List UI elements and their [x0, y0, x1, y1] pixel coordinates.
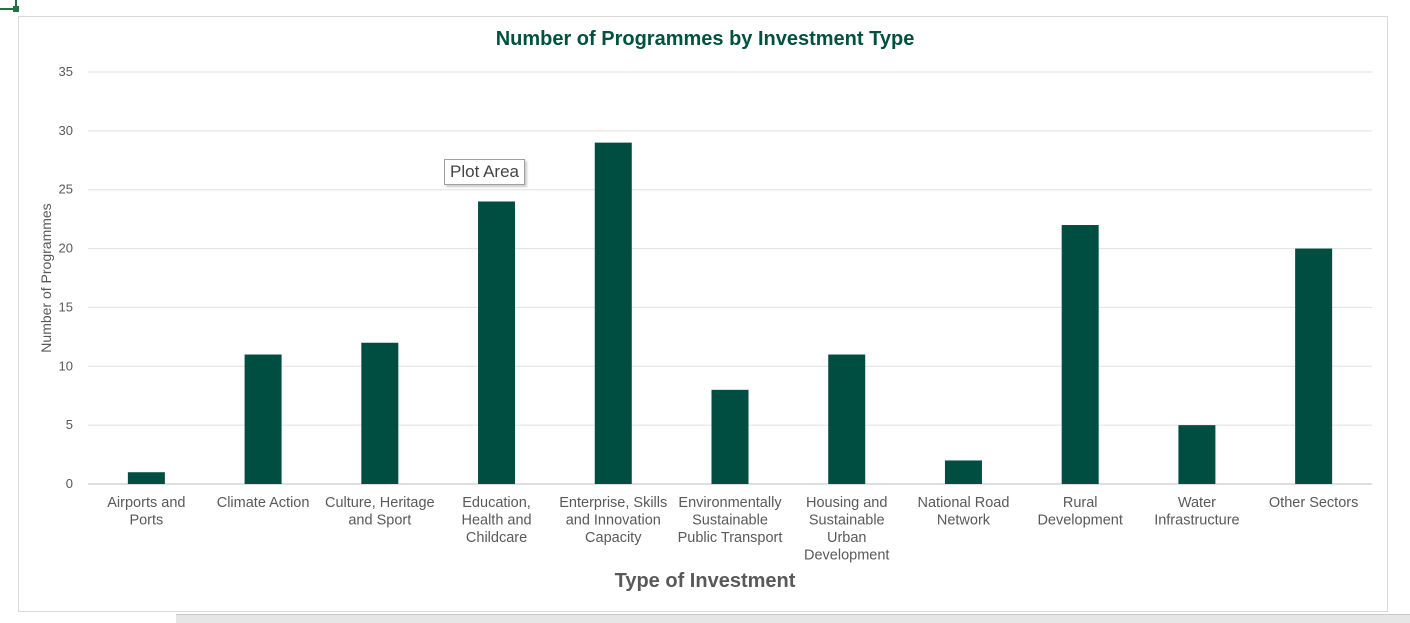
chart-area[interactable]	[18, 16, 1388, 612]
x-tick-label: Water	[1178, 495, 1216, 511]
y-tick-label: 15	[59, 299, 73, 314]
x-tick-label: Enterprise, Skills	[559, 495, 667, 511]
cell-selection-handle[interactable]	[13, 6, 19, 12]
plot-area-tooltip: Plot Area	[444, 159, 525, 185]
bar[interactable]	[1295, 248, 1333, 484]
x-tick-label: Housing and	[806, 495, 887, 511]
bar[interactable]	[1178, 425, 1216, 484]
x-tick-label: Rural	[1063, 495, 1098, 511]
y-tick-label: 10	[59, 358, 73, 373]
y-tick-label: 5	[66, 417, 73, 432]
sheet-status-bar	[176, 614, 1410, 623]
x-tick-label: Sustainable	[692, 513, 768, 529]
y-tick-label: 20	[59, 241, 73, 256]
bar[interactable]	[478, 201, 516, 484]
selection-handle-line	[0, 8, 14, 10]
x-tick-label: Education,	[462, 495, 531, 511]
x-tick-label: National Road	[918, 495, 1010, 511]
x-axis-title[interactable]: Type of Investment	[614, 570, 796, 592]
bar[interactable]	[594, 142, 632, 484]
x-tick-label: Infrastructure	[1154, 513, 1239, 529]
x-tick-label: Culture, Heritage	[325, 495, 435, 511]
chart-title[interactable]: Number of Programmes by Investment Type	[495, 28, 915, 50]
x-tick-label: Health and	[461, 513, 531, 529]
bar[interactable]	[244, 354, 282, 484]
x-tick-label: Ports	[129, 513, 163, 529]
selection-handle-line	[15, 0, 17, 7]
x-tick-label: Sustainable	[809, 513, 885, 529]
x-tick-label: Public Transport	[678, 530, 783, 546]
x-tick-label: Capacity	[585, 530, 642, 546]
x-tick-label: Other Sectors	[1269, 495, 1358, 511]
bar[interactable]	[944, 460, 982, 484]
y-tick-label: 30	[59, 123, 73, 138]
bar[interactable]	[127, 472, 165, 484]
x-tick-label: Development	[1037, 513, 1122, 529]
x-tick-label: Environmentally	[678, 495, 782, 511]
x-tick-label: Climate Action	[217, 495, 310, 511]
bar[interactable]	[711, 389, 749, 484]
bar[interactable]	[1061, 225, 1099, 484]
x-tick-label: Airports and	[107, 495, 185, 511]
x-tick-label: and Sport	[348, 513, 411, 529]
x-tick-label: Childcare	[466, 530, 527, 546]
y-tick-label: 35	[59, 64, 73, 79]
bar[interactable]	[361, 342, 399, 484]
bar[interactable]	[828, 354, 866, 484]
x-tick-label: and Innovation	[566, 513, 661, 529]
y-tick-label: 0	[66, 476, 73, 491]
x-tick-label: Urban	[827, 530, 867, 546]
x-tick-label: Network	[937, 513, 991, 529]
y-tick-label: 25	[59, 182, 73, 197]
x-tick-label: Development	[804, 548, 889, 564]
